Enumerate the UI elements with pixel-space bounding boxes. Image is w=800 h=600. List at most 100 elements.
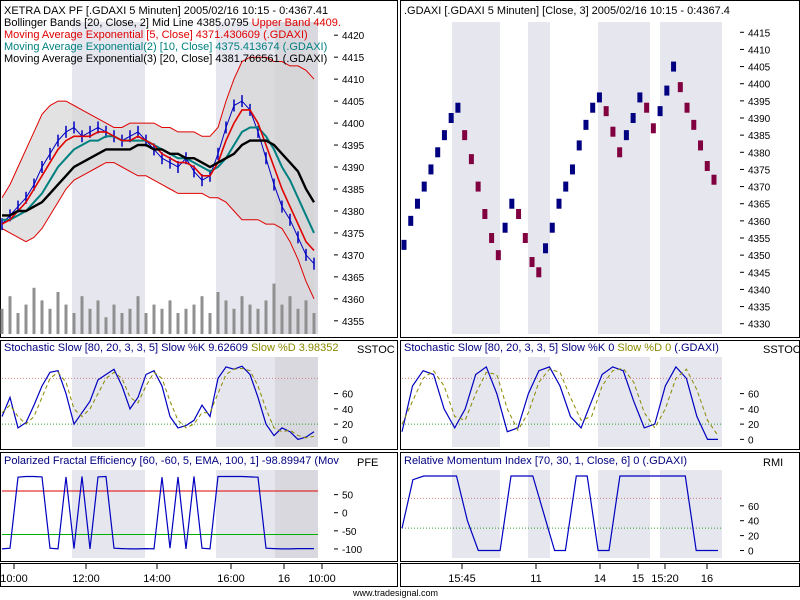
close-line (1, 100, 315, 265)
volume-bar (280, 304, 284, 334)
pf-box (637, 92, 643, 103)
volume-bar (96, 300, 100, 334)
pf-box (509, 198, 515, 209)
pf-box (408, 215, 414, 226)
pf-box (590, 102, 596, 113)
legend-line: Moving Average Exponential(2) [10, Close… (4, 41, 327, 53)
pf-box (441, 130, 447, 141)
pf-box (556, 198, 562, 209)
x-tick-label: 16:00 (217, 573, 245, 585)
volume-bar (208, 313, 212, 334)
y-tick-label: 4380 (342, 207, 365, 218)
pf-box (482, 209, 488, 219)
pf-box (623, 130, 629, 141)
legend-entry: Bollinger Bands [20, Close, 2] Mid Line … (4, 17, 249, 29)
volume-bar (312, 313, 316, 334)
footer-credit: www.tradesignal.com (352, 588, 438, 598)
pf-box (644, 102, 650, 113)
legend-entry: Moving Average Exponential [5, Close] 43… (4, 29, 308, 41)
pf-box (563, 181, 569, 192)
y-tick-label: 60 (748, 502, 760, 513)
pf-box (516, 209, 522, 219)
y-tick-label: 4345 (748, 268, 771, 279)
y-tick-label: 4395 (342, 141, 365, 152)
stoch-k-line (401, 365, 718, 440)
pf-box (455, 102, 461, 113)
pf-box (462, 130, 468, 141)
x-tick-label: 15:20 (651, 573, 679, 585)
volume-bar (136, 296, 140, 334)
y-tick-label: 4360 (342, 295, 365, 306)
legend-line: Moving Average Exponential [5, Close] 43… (4, 29, 308, 41)
pf-box (401, 239, 407, 250)
volume-bar (296, 308, 300, 334)
volume-bar (184, 308, 188, 334)
legend-entry: XETRA DAX PF [.GDAXI 5 Minuten] 2005/02/… (4, 5, 328, 17)
y-tick-label: 4390 (342, 163, 365, 174)
volume-bar (88, 308, 92, 334)
pf-box (677, 82, 683, 93)
legend-entry: Moving Average Exponential(3) [20, Close… (4, 53, 327, 65)
ema20-line (2, 139, 316, 217)
pfe-line (1, 475, 314, 550)
session-band (528, 22, 550, 334)
x-tick-label: 10:00 (0, 573, 28, 585)
x-tick-label: 16 (701, 573, 713, 585)
panel-frame (0, 340, 398, 450)
volume-bar (104, 317, 108, 334)
x-tick-label: 15:45 (448, 573, 476, 585)
pf-box (414, 198, 420, 209)
pf-box (630, 113, 636, 123)
volume-bar (16, 313, 20, 334)
legend-line: Stochastic Slow [80, 20, 3, 3, 5] Slow %… (404, 342, 719, 354)
pf-box (569, 164, 575, 175)
panel-frame (0, 563, 398, 587)
pf-box (698, 140, 704, 151)
pf-box (421, 181, 427, 192)
y-tick-label: 4335 (748, 303, 771, 314)
indicator-label: SSTOC (357, 344, 395, 356)
bollinger-fill (2, 57, 314, 299)
legend-entry: Slow %D 3.98352 (248, 342, 339, 354)
pf-box (468, 154, 474, 165)
y-tick-label: 40 (748, 517, 760, 528)
pf-box (549, 222, 555, 233)
stoch-d-line (1, 367, 315, 439)
indicator-label: PFE (357, 457, 378, 469)
panel-frame (0, 452, 398, 562)
volume-bar (160, 308, 164, 334)
pf-box (704, 161, 710, 171)
legend-entry: .GDAXI [.GDAXI 5 Minuten] [Close, 3] 200… (404, 5, 730, 17)
y-tick-label: 4370 (748, 183, 771, 194)
y-tick-label: 4340 (748, 285, 771, 296)
session-band (216, 357, 275, 447)
volume-bar (264, 300, 268, 334)
pf-box (435, 147, 441, 158)
y-tick-label: 4350 (748, 251, 771, 262)
y-tick-label: 4400 (342, 119, 365, 130)
volume-bar (80, 296, 84, 334)
y-tick-label: 0 (748, 547, 754, 558)
pf-box (576, 140, 582, 151)
y-tick-label: 20 (342, 420, 354, 431)
y-tick-label: 4405 (748, 63, 771, 74)
volume-bar (24, 304, 28, 334)
pf-box (603, 106, 609, 117)
pf-box (529, 257, 535, 267)
pf-box (428, 164, 434, 175)
pf-box (650, 123, 656, 134)
volume-bar (72, 313, 76, 334)
y-tick-label: 4395 (748, 97, 771, 108)
session-band (598, 470, 650, 558)
volume-bar (304, 300, 308, 334)
y-tick-label: -50 (342, 527, 357, 538)
y-tick-label: 0 (342, 509, 348, 520)
volume-bar (144, 313, 148, 334)
x-tick-label: 10:00 (308, 573, 336, 585)
pf-box (711, 174, 717, 185)
legend-line: Moving Average Exponential(3) [20, Close… (4, 53, 327, 65)
session-band (72, 357, 145, 447)
pf-box (684, 102, 690, 113)
y-tick-label: 4415 (748, 28, 771, 39)
